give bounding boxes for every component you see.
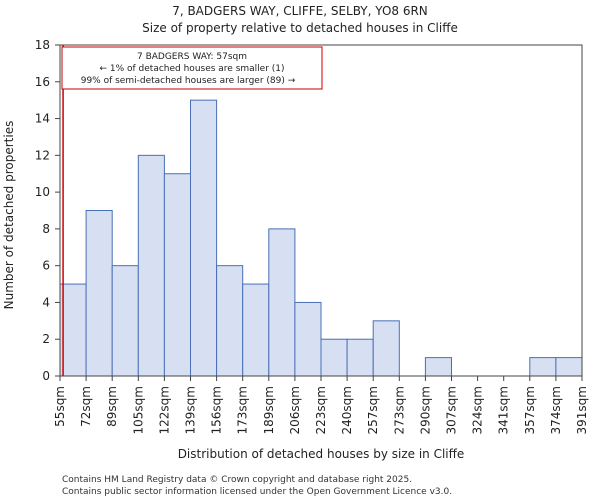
- x-tick-label: 257sqm: [366, 386, 380, 434]
- annotation-line-2: ← 1% of detached houses are smaller (1): [99, 64, 284, 74]
- x-tick-label: 122sqm: [157, 386, 171, 434]
- bar-173sqm: [242, 283, 270, 377]
- x-tick-label: 223sqm: [314, 386, 328, 434]
- x-tick-label: 173sqm: [236, 386, 250, 434]
- bar-240sqm: [346, 338, 374, 377]
- bar-257sqm: [372, 320, 400, 377]
- footer-line-2: Contains public sector information licen…: [62, 487, 452, 497]
- x-axis-label: Distribution of detached houses by size …: [178, 447, 465, 461]
- bar-105sqm: [137, 154, 165, 377]
- x-tick-label: 206sqm: [288, 386, 302, 434]
- bar-122sqm: [163, 173, 191, 377]
- x-tick-label: 341sqm: [497, 386, 511, 434]
- y-tick-label: 4: [42, 295, 50, 309]
- annotation-frame: [61, 46, 323, 90]
- bar-223sqm: [320, 338, 348, 377]
- bar-139sqm: [190, 99, 218, 377]
- bar-189sqm: [268, 228, 296, 377]
- bar-290sqm: [424, 357, 452, 377]
- y-axis-label: Number of detached properties: [2, 121, 16, 310]
- x-tick-label: 290sqm: [418, 386, 432, 434]
- x-tick-label: 105sqm: [131, 386, 145, 434]
- footer-line-1: Contains HM Land Registry data © Crown c…: [62, 475, 412, 485]
- bar-206sqm: [294, 301, 322, 377]
- bars: [59, 99, 583, 377]
- y-tick-label: 6: [42, 259, 50, 273]
- plot-frame: [59, 44, 583, 377]
- y-tick-label: 2: [42, 332, 50, 346]
- bar-156sqm: [216, 265, 244, 377]
- y-tick-label: 12: [35, 148, 50, 162]
- x-tick-label: 240sqm: [340, 386, 354, 434]
- bar-374sqm: [555, 357, 583, 377]
- x-tick-label: 72sqm: [79, 386, 93, 427]
- annotation-line-1: 7 BADGERS WAY: 57sqm: [137, 52, 247, 62]
- x-tick-label: 391sqm: [575, 386, 589, 434]
- bar-55sqm: [59, 283, 87, 377]
- x-tick-label: 273sqm: [392, 386, 406, 434]
- x-tick-label: 55sqm: [53, 386, 67, 427]
- x-tick-label: 139sqm: [184, 386, 198, 434]
- y-tick-label: 16: [35, 75, 50, 89]
- x-tick-label: 89sqm: [105, 386, 119, 427]
- x-axis-ticks: 55sqm 72sqm 89sqm 105sqm 122sqm 139sqm 156sqm 1…: [53, 376, 589, 434]
- x-tick-label: 189sqm: [262, 386, 276, 434]
- y-tick-label: 0: [42, 369, 50, 383]
- y-axis-ticks: 0 2 4 6 8 10 12 14 16 18: [35, 38, 60, 383]
- y-tick-label: 18: [35, 38, 50, 52]
- bar-72sqm: [85, 210, 113, 377]
- x-tick-label: 307sqm: [445, 386, 459, 434]
- chart-subtitle: Size of property relative to detached ho…: [142, 21, 458, 35]
- chart-title: 7, BADGERS WAY, CLIFFE, SELBY, YO8 6RN: [172, 4, 428, 18]
- x-tick-label: 357sqm: [523, 386, 537, 434]
- annotation-line-3: 99% of semi-detached houses are larger (…: [81, 76, 296, 86]
- x-tick-label: 374sqm: [549, 386, 563, 434]
- x-tick-label: 156sqm: [210, 386, 224, 434]
- y-tick-label: 14: [35, 112, 50, 126]
- y-tick-label: 8: [42, 222, 50, 236]
- x-tick-label: 324sqm: [471, 386, 485, 434]
- y-tick-label: 10: [35, 185, 50, 199]
- bar-89sqm: [111, 265, 139, 377]
- annotation-box: 7 BADGERS WAY: 57sqm ← 1% of detached ho…: [61, 46, 323, 90]
- bar-357sqm: [529, 357, 557, 377]
